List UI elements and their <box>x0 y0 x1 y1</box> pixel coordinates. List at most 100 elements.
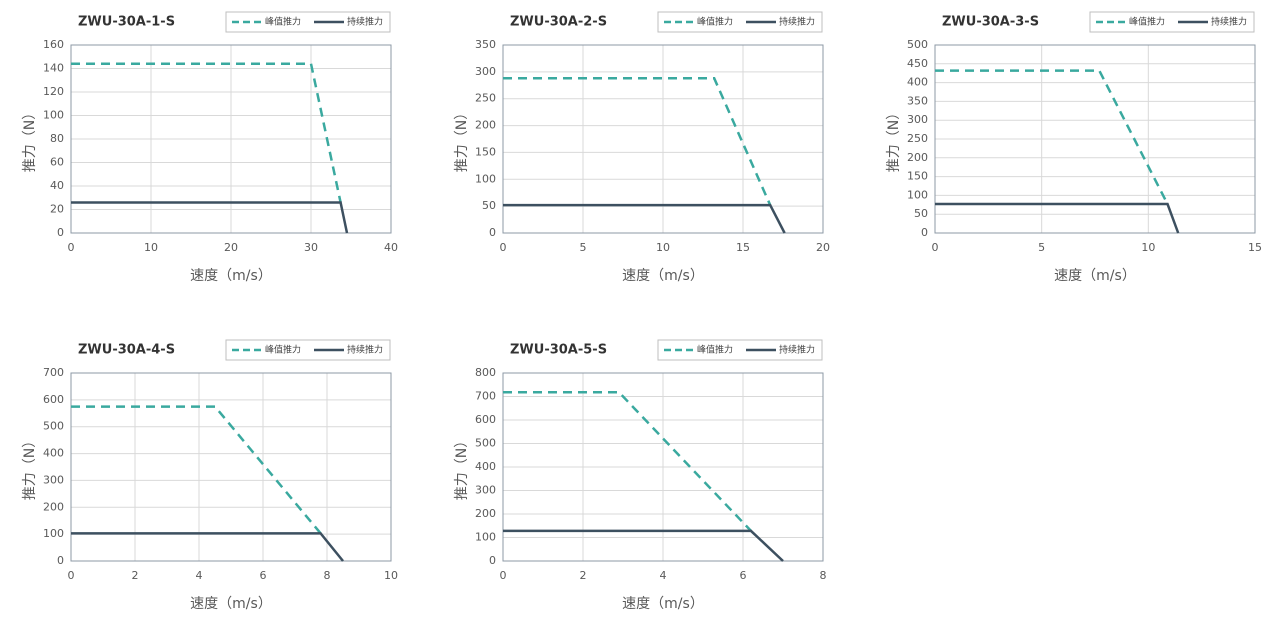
y-tick-label: 120 <box>43 85 64 98</box>
chart: 0 50 100 150 200 250 300 350 0 5 10 15 20 峰值推力 持续推力 ZWU… <box>454 11 830 284</box>
y-tick-label: 0 <box>489 554 496 567</box>
chart-title: ZWU-30A-4-S <box>78 343 175 358</box>
legend-box <box>225 11 391 33</box>
y-tick-label: 250 <box>475 92 496 105</box>
chart: 0 50 100 150 200 250 300 350 400 450 500 0 5 10 15 峰值推力… <box>886 11 1262 284</box>
chart-title: ZWU-30A-3-S <box>942 15 1039 30</box>
legend-label: 峰值推力 <box>265 344 301 356</box>
x-tick-label: 4 <box>196 569 203 582</box>
x-axis-title: 速度（m/s） <box>622 268 704 284</box>
y-tick-label: 0 <box>489 226 496 239</box>
y-axis-title: 推力（N） <box>22 434 38 500</box>
x-tick-label: 8 <box>324 569 331 582</box>
x-tick-label: 5 <box>580 241 587 254</box>
y-tick-label: 350 <box>475 38 496 51</box>
series-line <box>71 532 344 562</box>
chart-title: ZWU-30A-2-S <box>510 15 607 30</box>
series-line <box>503 391 752 532</box>
y-tick-label: 400 <box>43 447 64 460</box>
x-tick-label: 2 <box>580 569 587 582</box>
y-tick-label: 100 <box>475 531 496 544</box>
y-tick-label: 600 <box>43 393 64 406</box>
y-tick-label: 400 <box>475 460 496 473</box>
y-tick-label: 700 <box>475 390 496 403</box>
x-tick-label: 0 <box>68 569 75 582</box>
y-tick-label: 700 <box>43 366 64 379</box>
legend-label: 持续推力 <box>347 16 383 28</box>
y-tick-label: 140 <box>43 62 64 75</box>
legend-label: 持续推力 <box>1211 16 1247 28</box>
series-line <box>71 201 349 234</box>
y-tick-label: 40 <box>50 179 64 192</box>
y-tick-label: 300 <box>907 113 928 126</box>
y-axis-title: 推力（N） <box>454 434 470 500</box>
series-line <box>71 405 322 535</box>
y-tick-label: 800 <box>475 366 496 379</box>
y-tick-label: 150 <box>907 170 928 183</box>
x-tick-label: 15 <box>736 241 750 254</box>
y-tick-label: 100 <box>43 109 64 122</box>
legend-label: 持续推力 <box>779 344 815 356</box>
x-tick-label: 40 <box>384 241 398 254</box>
legend-label: 峰值推力 <box>265 16 301 28</box>
y-tick-label: 60 <box>50 156 64 169</box>
y-tick-label: 100 <box>907 188 928 201</box>
series-line <box>503 203 786 234</box>
x-axis-title: 速度（m/s） <box>622 596 704 612</box>
plot-frame <box>934 44 1256 234</box>
y-tick-label: 500 <box>43 420 64 433</box>
x-tick-label: 10 <box>384 569 398 582</box>
plot-frame <box>70 372 392 562</box>
x-tick-label: 30 <box>304 241 318 254</box>
series-line <box>71 62 342 203</box>
y-axis-title: 推力（N） <box>886 106 902 172</box>
x-tick-label: 10 <box>656 241 670 254</box>
y-tick-label: 500 <box>475 437 496 450</box>
x-tick-label: 15 <box>1248 241 1262 254</box>
x-tick-label: 0 <box>500 241 507 254</box>
series-line <box>503 77 772 206</box>
series-line <box>935 69 1169 205</box>
plot-frame <box>502 44 824 234</box>
y-tick-label: 160 <box>43 38 64 51</box>
legend-label: 峰值推力 <box>697 344 733 356</box>
y-tick-label: 200 <box>475 119 496 132</box>
y-tick-label: 300 <box>475 484 496 497</box>
x-tick-label: 20 <box>816 241 830 254</box>
x-axis-title: 速度（m/s） <box>190 268 272 284</box>
x-axis-title: 速度（m/s） <box>1054 268 1136 284</box>
y-tick-label: 50 <box>482 199 496 212</box>
y-tick-label: 450 <box>907 57 928 70</box>
y-tick-label: 500 <box>907 38 928 51</box>
x-tick-label: 4 <box>660 569 667 582</box>
x-tick-label: 10 <box>144 241 158 254</box>
y-tick-label: 100 <box>43 527 64 540</box>
x-tick-label: 6 <box>740 569 747 582</box>
x-tick-label: 2 <box>132 569 139 582</box>
y-tick-label: 0 <box>57 226 64 239</box>
x-axis-title: 速度（m/s） <box>190 596 272 612</box>
legend-label: 峰值推力 <box>1129 16 1165 28</box>
chart-title: ZWU-30A-5-S <box>510 343 607 358</box>
y-tick-label: 0 <box>57 554 64 567</box>
legend-box <box>657 11 823 33</box>
plot-frame <box>502 372 824 562</box>
chart: 0 20 40 60 80 100 120 140 160 0 10 20 30 40 峰值推力 持续推力 ZW… <box>22 11 398 284</box>
y-tick-label: 20 <box>50 203 64 216</box>
y-tick-label: 300 <box>475 65 496 78</box>
y-tick-label: 200 <box>43 500 64 513</box>
legend-box <box>1089 11 1255 33</box>
x-tick-label: 0 <box>932 241 939 254</box>
legend-label: 持续推力 <box>779 16 815 28</box>
legend-box <box>657 339 823 361</box>
y-tick-label: 50 <box>914 207 928 220</box>
y-tick-label: 350 <box>907 94 928 107</box>
x-tick-label: 0 <box>500 569 507 582</box>
x-tick-label: 5 <box>1038 241 1045 254</box>
legend-label: 持续推力 <box>347 344 383 356</box>
plot-frame <box>70 44 392 234</box>
y-axis-title: 推力（N） <box>22 106 38 172</box>
y-tick-label: 200 <box>475 507 496 520</box>
series-line <box>503 529 784 562</box>
